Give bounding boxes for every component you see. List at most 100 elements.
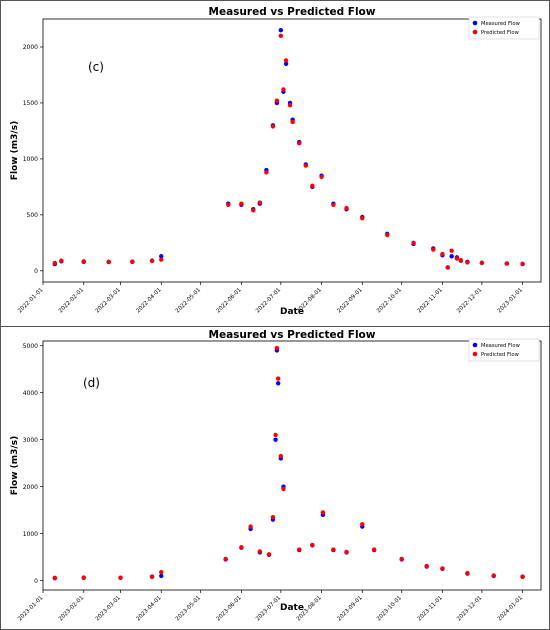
predicted-flow-point xyxy=(159,257,164,262)
x-tick-label: 2022-09-01 xyxy=(336,287,364,315)
x-tick-label: 2022-10-01 xyxy=(376,287,404,315)
predicted-flow-point xyxy=(118,575,123,580)
predicted-flow-point xyxy=(281,486,286,492)
predicted-flow-point xyxy=(310,183,315,188)
y-axis-label: Flow (m3/s) xyxy=(10,121,20,180)
predicted-flow-point xyxy=(479,260,485,265)
measured-flow-point xyxy=(449,254,454,259)
chart-title: Measured vs Predicted Flow xyxy=(209,329,376,341)
predicted-flow-point xyxy=(331,547,336,552)
predicted-flow-point xyxy=(290,119,295,125)
predicted-flow-point xyxy=(504,261,510,266)
x-tick-label: 2023-12-01 xyxy=(456,595,484,623)
chart-c-svg: Measured vs Predicted Flow 0 500 1000 1500 20… xyxy=(10,6,542,317)
legend-label: Predicted Flow xyxy=(481,30,520,36)
legend-box xyxy=(468,16,540,40)
predicted-flow-point xyxy=(226,202,231,207)
predicted-flow-point xyxy=(297,547,302,552)
predicted-flow-point xyxy=(273,432,278,438)
predicted-flow-point xyxy=(239,201,244,206)
series-measured xyxy=(52,348,525,581)
series-measured xyxy=(52,27,525,270)
x-tick-label: 2023-03-01 xyxy=(95,595,123,623)
predicted-flow-point xyxy=(274,98,280,103)
measured-flow-point xyxy=(159,254,164,259)
measured-flow-point xyxy=(273,437,278,442)
x-tick-label: 2023-05-01 xyxy=(175,595,203,623)
predicted-flow-point xyxy=(257,200,263,205)
x-tick-label: 2023-04-01 xyxy=(135,595,163,623)
predicted-flow-point xyxy=(399,556,404,562)
x-tick-label: 2023-07-01 xyxy=(255,595,283,623)
predicted-flow-point xyxy=(371,547,377,552)
predicted-flow-point xyxy=(264,170,269,175)
predicted-flow-point xyxy=(424,563,429,569)
predicted-flow-point xyxy=(223,556,228,562)
predicted-flow-point xyxy=(449,248,454,253)
predicted-flow-point xyxy=(319,174,324,179)
predicted-flow-point xyxy=(520,261,525,267)
predicted-flow-point xyxy=(465,570,470,576)
y-tick-label: 0 xyxy=(34,268,38,275)
x-tick-label: 2022-12-01 xyxy=(456,287,484,315)
predicted-flow-point xyxy=(344,549,349,555)
x-tick-label: 2022-05-01 xyxy=(175,287,203,315)
x-tick-label: 2023-02-01 xyxy=(58,595,86,623)
y-tick-label: 2000 xyxy=(23,484,38,491)
panel-label: (c) xyxy=(88,60,104,74)
predicted-flow-point xyxy=(303,163,308,168)
predicted-flow-point xyxy=(270,124,276,129)
predicted-flow-point xyxy=(360,216,365,221)
predicted-flow-point xyxy=(331,202,336,207)
predicted-flow-point xyxy=(130,259,135,264)
predicted-flow-point xyxy=(59,258,64,263)
x-tick-label: 2022-02-01 xyxy=(58,287,86,315)
predicted-flow-point xyxy=(81,575,86,580)
x-tick-label: 2022-11-01 xyxy=(417,287,445,315)
y-tick-label: 1000 xyxy=(23,531,38,538)
legend-marker xyxy=(472,20,478,26)
x-tick-label: 2022-07-01 xyxy=(255,287,283,315)
y-tick-label: 0 xyxy=(34,578,38,585)
measured-flow-point xyxy=(278,27,284,33)
predicted-flow-point xyxy=(159,569,164,575)
chart-d-svg: Measured vs Predicted Flow 0 1000 2000 3000 4… xyxy=(10,329,542,623)
chart-panel-d: Measured vs Predicted Flow 0 1000 2000 3000 4… xyxy=(1,327,549,629)
y-tick-label: 5000 xyxy=(23,343,38,350)
predicted-flow-point xyxy=(278,33,284,38)
x-tick-label: 2022-06-01 xyxy=(216,287,244,315)
predicted-flow-point xyxy=(52,260,58,266)
predicted-flow-point xyxy=(454,256,460,261)
predicted-flow-point xyxy=(465,260,470,265)
x-tick-label: 2023-09-01 xyxy=(336,595,364,623)
predicted-flow-point xyxy=(274,345,280,351)
predicted-flow-point xyxy=(431,247,436,252)
predicted-flow-point xyxy=(270,514,276,520)
predicted-flow-point xyxy=(320,510,326,515)
plot-area-frame xyxy=(42,18,542,283)
legend-marker xyxy=(472,29,478,35)
predicted-flow-point xyxy=(276,376,281,381)
predicted-flow-point xyxy=(458,257,464,263)
x-tick-label: 2023-01-01 xyxy=(497,287,525,315)
legend-label: Measured Flow xyxy=(481,343,521,349)
chart-panel-c: Measured vs Predicted Flow 0 500 1000 1500 20… xyxy=(1,1,549,326)
legend-label: Measured Flow xyxy=(481,21,521,27)
predicted-flow-point xyxy=(385,232,390,238)
predicted-flow-point xyxy=(266,552,272,557)
panel-label: (d) xyxy=(83,376,100,390)
y-tick-label: 1500 xyxy=(23,100,38,107)
predicted-flow-point xyxy=(440,251,445,257)
predicted-flow-point xyxy=(149,258,155,264)
predicted-flow-point xyxy=(445,265,450,270)
x-tick-label: 2022-03-01 xyxy=(95,287,123,315)
predicted-flow-point xyxy=(248,524,253,529)
predicted-flow-point xyxy=(287,102,293,108)
chart-title: Measured vs Predicted Flow xyxy=(209,6,376,18)
predicted-flow-point xyxy=(278,453,284,459)
plot-area-frame xyxy=(42,340,542,591)
predicted-flow-point xyxy=(106,259,111,265)
panel-divider xyxy=(1,326,549,327)
predicted-flow-point xyxy=(81,259,86,264)
